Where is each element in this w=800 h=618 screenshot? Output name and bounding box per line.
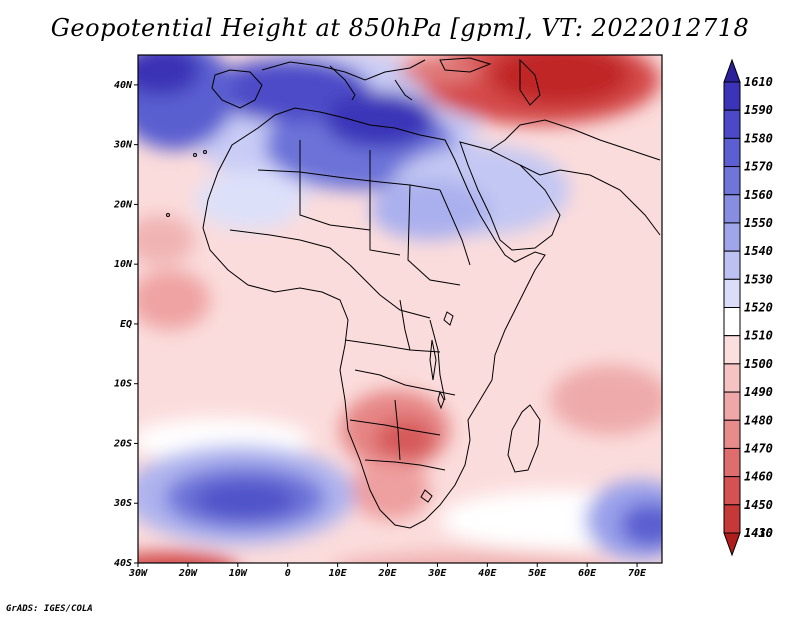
colorbar-swatch [723,307,741,337]
x-tick-label: 40E [478,568,497,579]
x-tick-label: 30E [427,568,447,579]
y-tick-label: 30N [113,140,133,151]
colorbar-swatch [723,447,741,478]
colorbar-label: 1500 [744,357,773,371]
colorbar-swatch [723,137,741,168]
colorbar-top-arrow [723,58,741,83]
colorbar-label: 1550 [744,216,773,230]
colorbar-swatch [723,504,741,534]
x-tick-label: 30W [128,568,148,579]
colorbar-swatch [723,109,741,139]
colorbar-label: 1580 [744,131,773,145]
colorbar-swatch [723,391,741,421]
height-field [138,55,662,563]
y-tick-label: 40N [114,80,133,91]
x-tick-label: 70E [628,568,647,579]
colorbar: 1610 1590 1580 1570 1560 1550 1540 1530 1520 1510… [723,58,773,557]
map-frame [137,54,663,564]
colorbar-swatch [723,363,741,393]
colorbar-swatch [723,222,741,252]
map-title: Geopotential Height at 850hPa [gpm], VT:… [50,14,750,42]
x-tick-label: 20E [377,568,397,579]
colorbar-label: 1570 [744,160,773,174]
colorbar-label: 1410 [744,526,773,540]
longitude-axis: 30W 20W 10W 0 10E 20E 30E 40E 50E 60E 70E [128,563,647,579]
y-tick-label: 40S [114,558,132,569]
x-tick-label: 10E [329,568,348,579]
colorbar-label: 1460 [744,470,773,484]
x-tick-label: 50E [528,568,547,579]
x-tick-label: 20W [178,568,198,579]
colorbar-label: 1520 [744,301,773,315]
y-tick-label: 20N [113,199,133,210]
colorbar-label: 1430 [744,526,773,540]
coastlines [166,57,661,529]
x-tick-label: 10W [229,568,248,579]
colorbar-label: 1560 [744,188,773,202]
y-tick-label: 10N [114,259,133,270]
colorbar-label: 1540 [744,244,773,258]
colorbar-swatch [723,278,741,308]
colorbar-swatch [723,194,741,224]
x-tick-label: 0 [285,568,291,579]
colorbar-label: 1470 [744,441,773,455]
colorbar-swatch [723,81,741,111]
latitude-axis: 40N 30N 20N 10N EQ 10S 20S 30S 40S [113,80,138,569]
y-tick-label: 10S [114,379,132,390]
colorbar-bottom-arrow [723,532,741,557]
colorbar-label: 1510 [744,329,773,343]
colorbar-label: 1480 [744,413,773,427]
colorbar-swatch [723,476,741,506]
y-tick-label: 30S [113,498,132,509]
y-tick-label: 20S [113,438,132,449]
colorbar-label: 1610 [744,75,773,89]
colorbar-swatch [723,335,741,365]
grads-credit: GrADS: IGES/COLA [6,604,93,614]
colorbar-label: 1490 [744,385,773,399]
colorbar-label: 1450 [744,498,773,512]
colorbar-swatch [723,166,741,196]
x-tick-label: 60E [578,568,597,579]
colorbar-label: 1590 [744,103,773,117]
y-tick-label: EQ [120,319,132,330]
colorbar-swatch [723,250,741,280]
colorbar-swatch [723,419,741,449]
colorbar-label: 1530 [744,272,773,286]
